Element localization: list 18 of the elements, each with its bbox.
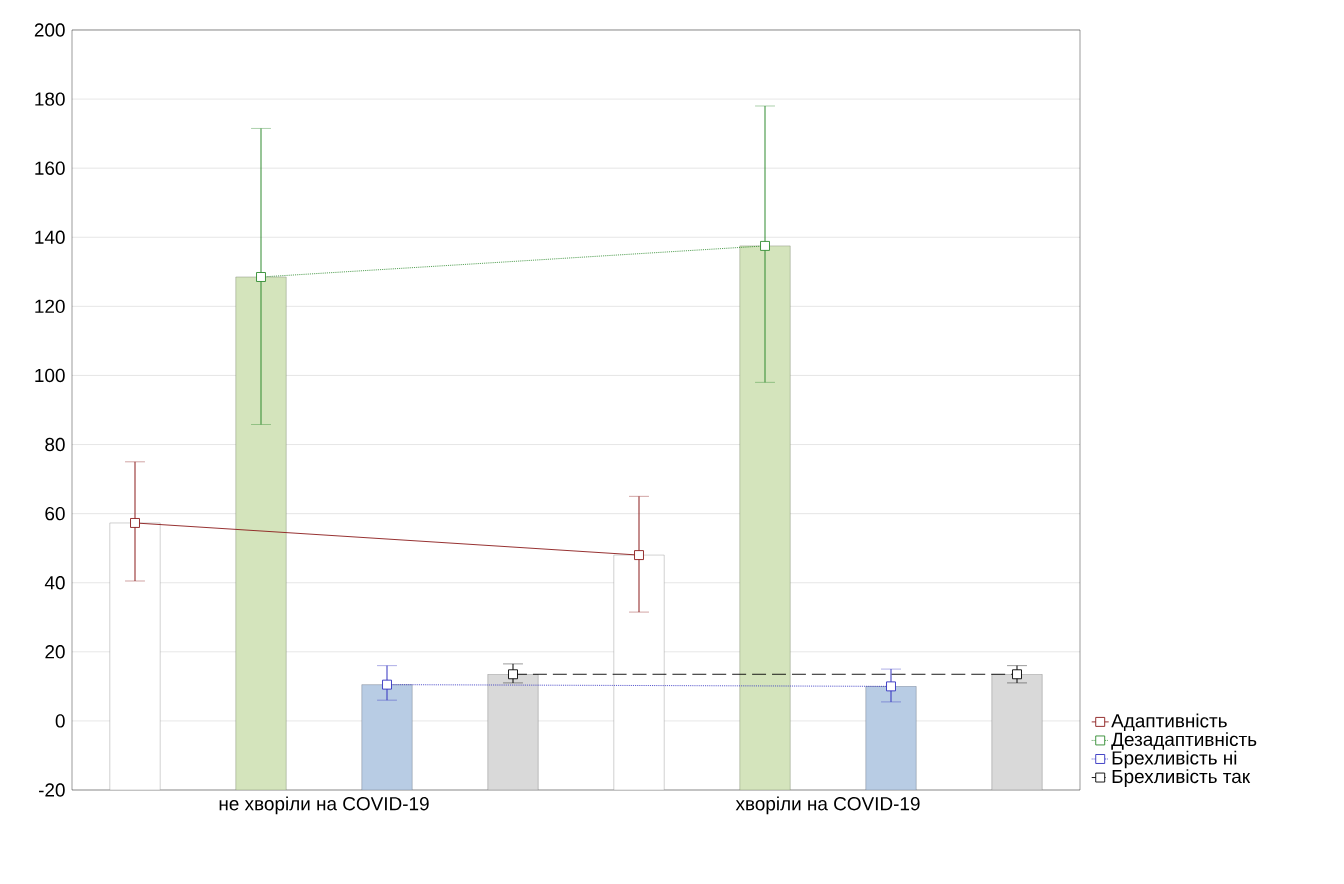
y-tick-label: 60 [45,506,65,521]
legend-label: Дезадаптивність [1111,732,1257,750]
y-tick-label: 40 [44,576,65,590]
y-tick-label: 80 [45,437,65,452]
legend-label: Брехливість так [1112,769,1251,787]
y-tick-label: 20 [45,645,65,659]
y-tick-label: 100 [35,368,65,383]
legend-label: Брехливість ні [1112,750,1237,769]
y-tick-label: 120 [35,299,65,314]
y-tick-label: 180 [35,92,65,106]
y-tick-label: 140 [35,230,65,244]
x-tick-label: хворіли на COVID-19 [735,796,920,815]
x-tick-label: не хворіли на COVID-19 [219,796,429,815]
y-tick-label: -20 [38,783,65,797]
legend-label: Адаптивність [1111,713,1227,732]
y-tick-label: 160 [35,161,65,175]
y-tick-label: 200 [34,23,65,37]
y-tick-label: 0 [55,714,65,728]
